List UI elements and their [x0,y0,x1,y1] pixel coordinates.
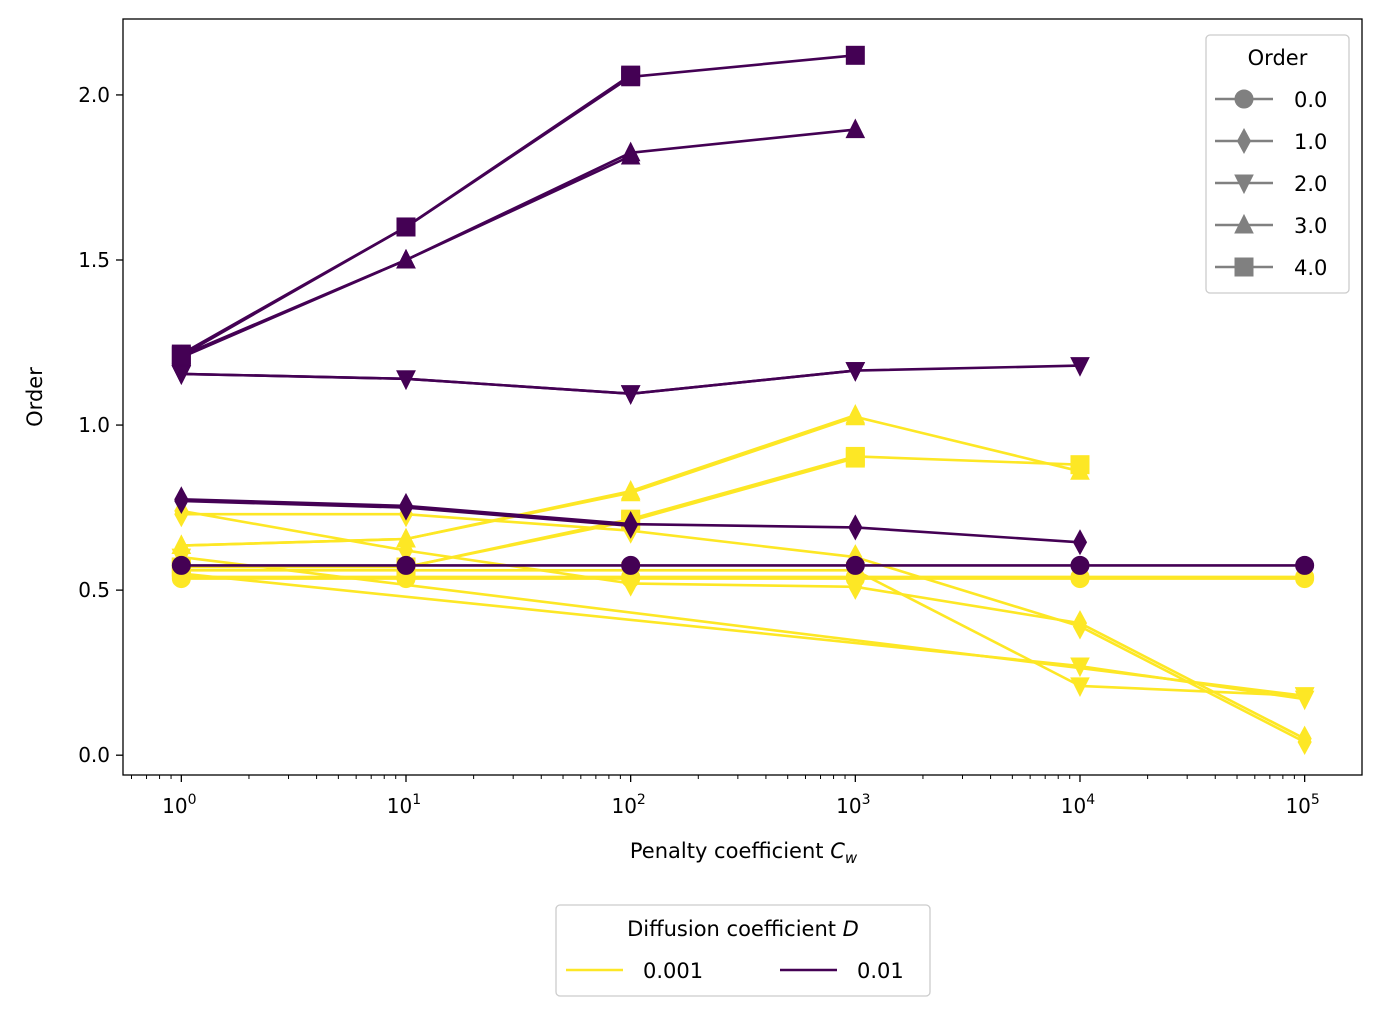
diffusion-legend-entry: 0.01 [780,959,904,983]
data-point [1070,657,1090,678]
x-tick-label: 100 [162,792,196,818]
order-legend-label: 4.0 [1294,256,1327,280]
order-legend-label: 3.0 [1294,214,1327,238]
data-point [621,555,641,575]
data-point [845,404,866,424]
data-point [1070,677,1090,697]
data-point [1295,555,1315,575]
data-point [845,362,866,382]
y-tick-label: 2.0 [78,83,110,107]
series-line [181,568,1305,698]
data-point [398,494,414,521]
data-point [845,118,866,139]
order-legend-label: 0.0 [1294,88,1327,112]
legend-marker [1236,127,1252,155]
data-point [1070,455,1090,475]
diffusion-legend-box [555,904,931,997]
x-tick-label: 102 [611,792,645,818]
data-point [845,448,865,468]
series-3 [174,497,1312,752]
y-tick-label: 1.0 [78,413,110,437]
x-tick-label: 104 [1061,792,1095,818]
data-point [171,555,191,575]
series-line [181,509,1306,740]
data-point [845,555,865,575]
order-legend-label: 2.0 [1294,172,1327,196]
order-legend-entry: 2.0 [1215,172,1327,196]
y-tick-label: 1.5 [78,248,110,272]
order-legend-box [1205,34,1350,294]
y-tick-label: 0.5 [78,578,110,602]
data-point [396,248,416,269]
diffusion-legend-label: 0.001 [643,959,703,983]
data-point [174,487,189,515]
data-point [1072,529,1088,556]
data-point [621,65,641,85]
data-point [171,346,191,366]
y-axis-label: Order [23,367,47,427]
diffusion-legend-entry: 0.001 [566,959,703,983]
data-point [848,573,863,600]
legend-marker [1234,213,1254,234]
data-point [396,217,416,237]
data-point [620,479,641,500]
data-point [623,570,638,597]
plot-area [122,18,1363,776]
data-point [1070,357,1090,377]
data-point [396,370,416,390]
series-13 [174,487,638,539]
data-point [396,527,416,548]
series-group [171,45,1315,756]
data-point [171,534,192,555]
y-tick-label: 0.0 [78,743,110,767]
data-point [1072,610,1088,637]
series-line [181,512,1306,744]
order-legend-entry: 1.0 [1215,127,1327,155]
data-point [1294,690,1315,711]
series-line [181,456,856,569]
legend-marker [1234,257,1254,277]
order-legend: Order 0.0 1.0 2.0 3.0 4.0 [1205,34,1350,294]
data-point [1297,725,1312,752]
order-legend-label: 1.0 [1294,130,1327,154]
series-11 [171,555,1315,575]
plot-frame [122,18,1363,776]
data-point [845,45,865,65]
order-legend-entry: 4.0 [1215,256,1327,280]
x-tick-label: 105 [1285,792,1319,818]
x-axis-label: Penalty coefficient Cw [630,839,858,867]
order-legend-entry: 0.0 [1215,88,1327,112]
series-15 [171,362,866,405]
data-point [620,385,641,405]
data-point [1070,555,1090,575]
data-point [848,514,863,541]
x-tick-label: 101 [387,792,421,818]
x-axis: 100 101 102 103 104 105 [130,775,1320,818]
legend-marker [1234,89,1254,109]
order-legend-entry: 3.0 [1215,213,1327,238]
diffusion-legend-label: 0.01 [857,959,904,983]
diffusion-legend: Diffusion coefficient D 0.001 0.01 [555,904,931,997]
data-point [623,512,638,539]
order-legend-title: Order [1248,46,1308,70]
legend-marker [1234,174,1254,195]
data-point [620,144,641,165]
x-tick-label: 103 [836,792,870,818]
data-point [396,555,416,575]
series-line [181,369,856,396]
y-axis: 0.0 0.5 1.0 1.5 2.0 [78,83,123,767]
series-19 [171,65,641,366]
diffusion-legend-title: Diffusion coefficient D [627,917,859,941]
data-point [171,365,192,386]
